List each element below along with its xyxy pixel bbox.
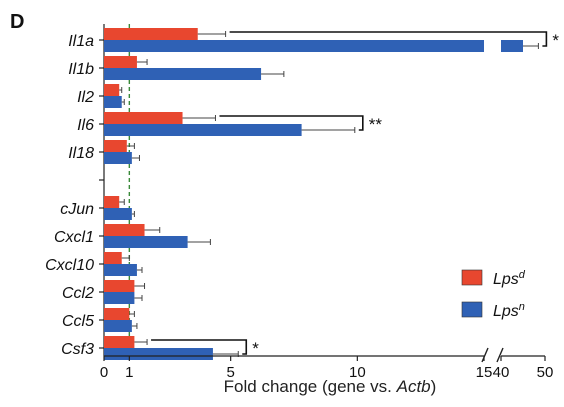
category-label: Il1a bbox=[68, 33, 94, 50]
panel-label: D bbox=[10, 11, 24, 33]
category-label: Csf3 bbox=[61, 341, 94, 358]
legend-superscript: d bbox=[519, 269, 526, 281]
bar bbox=[501, 40, 523, 52]
category-label: Cxcl1 bbox=[54, 229, 94, 246]
bar bbox=[104, 264, 137, 276]
bar bbox=[104, 252, 122, 264]
legend: Lpsd Lpsn bbox=[462, 269, 526, 320]
legend-superscript: n bbox=[519, 301, 525, 313]
x-tick-label: 0 bbox=[100, 364, 108, 381]
category-label: Il6 bbox=[77, 117, 94, 134]
bar bbox=[104, 152, 132, 164]
bar bbox=[104, 140, 127, 152]
bar bbox=[104, 56, 137, 68]
category-label: Il18 bbox=[68, 145, 94, 162]
category-label: Il2 bbox=[77, 89, 94, 106]
legend-label: Lpsd bbox=[493, 269, 526, 288]
category-label: Ccl2 bbox=[62, 285, 94, 302]
x-tick-label: 15 bbox=[476, 364, 493, 381]
legend-swatch bbox=[462, 302, 482, 317]
plot-area: Il1a Il1b Il2 Il6 Il18 cJun Cxcl1 Cxcl10 Ccl2 Ccl… bbox=[45, 24, 559, 381]
bar bbox=[104, 84, 119, 96]
bar bbox=[104, 280, 134, 292]
significance-label: * bbox=[252, 339, 259, 358]
significance-label: ** bbox=[369, 115, 383, 134]
x-tick-label: 50 bbox=[537, 364, 554, 381]
legend-label: Lpsn bbox=[493, 301, 525, 320]
x-tick-label: 1 bbox=[125, 364, 133, 381]
category-label: Il1b bbox=[68, 61, 94, 78]
x-tick-label: 40 bbox=[493, 364, 510, 381]
legend-swatch bbox=[462, 270, 482, 285]
bar bbox=[104, 308, 129, 320]
bar bbox=[104, 236, 188, 248]
x-axis-label-prefix: Fold change (gene vs. bbox=[224, 377, 397, 396]
bar bbox=[104, 208, 132, 220]
bar bbox=[104, 320, 132, 332]
bar bbox=[104, 112, 183, 124]
bar bbox=[104, 336, 134, 348]
x-axis-label: Fold change (gene vs. Actb) bbox=[224, 377, 437, 396]
category-label: cJun bbox=[60, 201, 94, 218]
bar bbox=[104, 292, 134, 304]
x-axis-label-suffix: ) bbox=[431, 377, 437, 396]
category-label: Cxcl10 bbox=[45, 257, 94, 274]
bar bbox=[104, 68, 261, 80]
axis-break-mark bbox=[482, 348, 488, 362]
bar bbox=[104, 28, 198, 40]
category-label: Ccl5 bbox=[62, 313, 94, 330]
bar bbox=[104, 96, 122, 108]
bar bbox=[104, 196, 119, 208]
bar bbox=[104, 224, 145, 236]
axis-break-mark bbox=[497, 348, 503, 362]
bar bbox=[104, 348, 213, 360]
x-axis-label-italic: Actb bbox=[396, 377, 431, 396]
significance-label: * bbox=[552, 31, 559, 50]
bar bbox=[104, 40, 484, 52]
bar bbox=[104, 124, 302, 136]
